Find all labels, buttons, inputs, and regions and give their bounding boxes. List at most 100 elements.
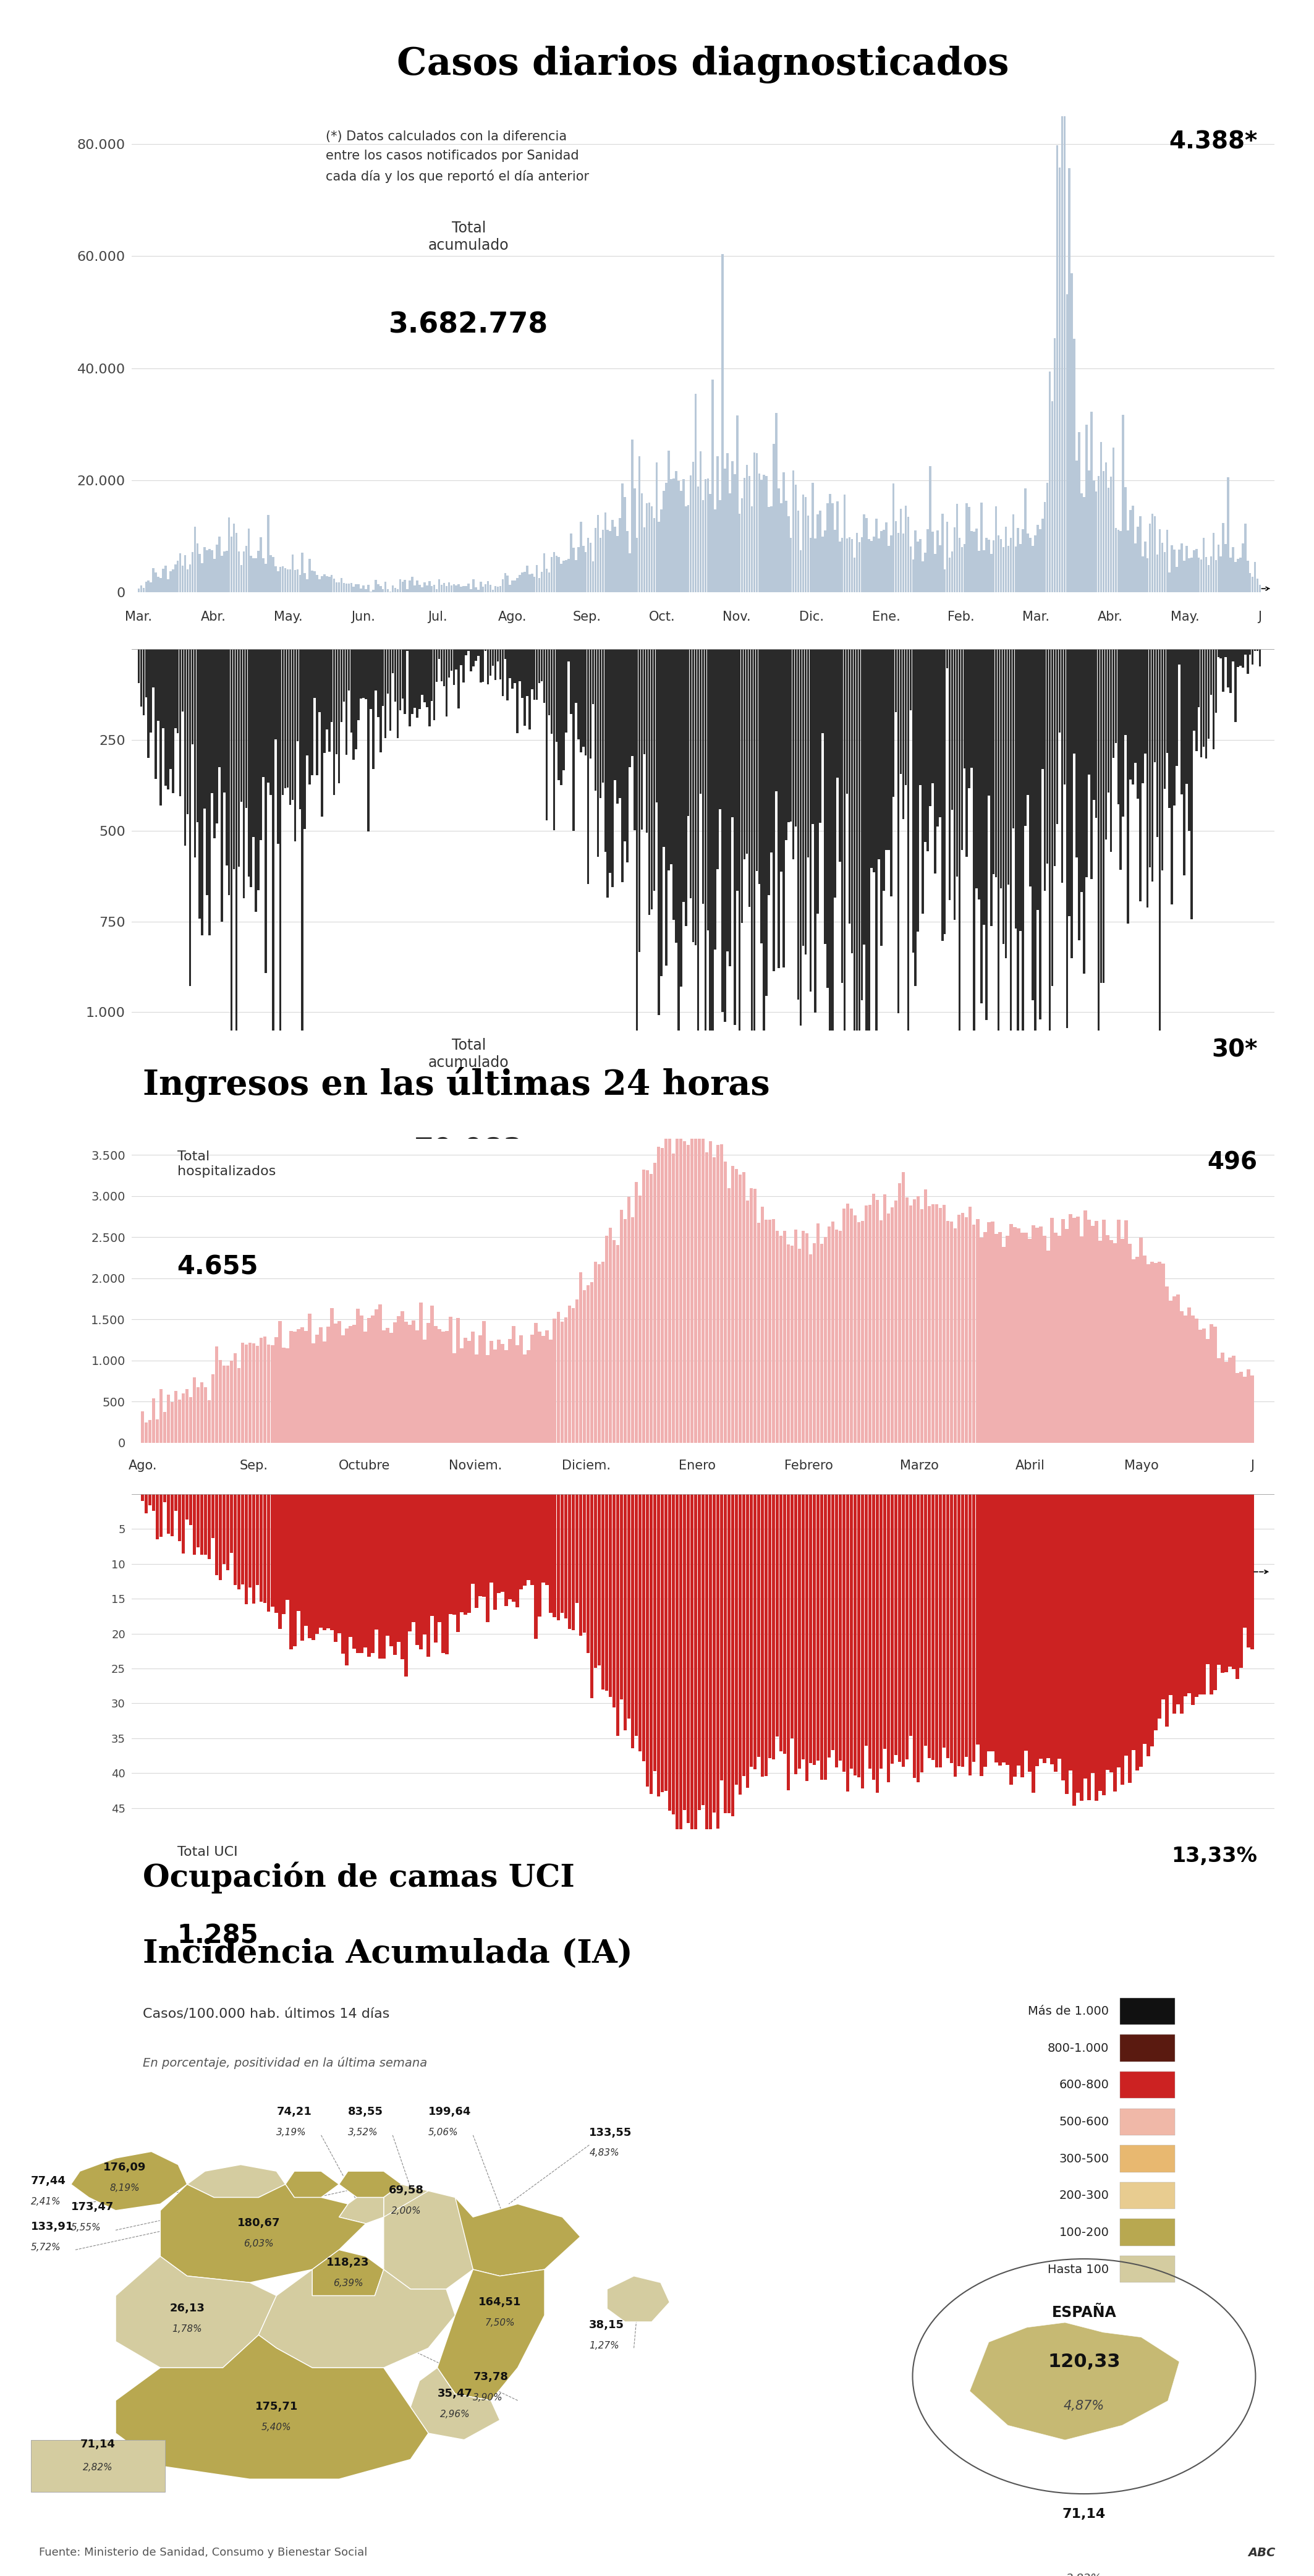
Bar <box>941 649 943 940</box>
Bar <box>1239 1373 1243 1443</box>
Bar <box>1022 528 1024 592</box>
Text: Mar.: Mar. <box>1022 611 1050 623</box>
Bar <box>1056 144 1058 592</box>
Text: 77,44: 77,44 <box>30 2174 66 2187</box>
Bar <box>297 1494 300 1610</box>
Bar <box>1013 1226 1017 1443</box>
Bar <box>794 1229 798 1443</box>
Bar <box>497 587 499 592</box>
Bar <box>1035 1229 1038 1443</box>
Bar <box>175 649 176 729</box>
Bar <box>1206 1494 1209 1664</box>
Bar <box>1131 1494 1135 1749</box>
Bar <box>304 649 306 829</box>
Bar <box>866 518 867 592</box>
Bar <box>445 649 448 716</box>
Bar <box>1125 649 1126 734</box>
Bar <box>283 1347 285 1443</box>
Bar <box>790 649 792 822</box>
Text: Nov.: Nov. <box>723 611 750 623</box>
Bar <box>1031 649 1034 999</box>
Bar <box>360 649 363 698</box>
Bar <box>1210 649 1213 696</box>
Bar <box>1217 544 1219 592</box>
Bar <box>926 528 929 592</box>
Bar <box>1198 556 1200 592</box>
Bar <box>226 649 227 866</box>
Bar <box>817 515 819 592</box>
Bar <box>562 562 565 592</box>
Bar <box>1071 273 1074 592</box>
Bar <box>1024 1234 1028 1443</box>
Bar <box>761 479 762 592</box>
Bar <box>661 1149 664 1443</box>
Bar <box>509 649 511 677</box>
Bar <box>1208 564 1210 592</box>
Bar <box>163 1412 167 1443</box>
Bar <box>999 1231 1001 1443</box>
Bar <box>463 587 465 592</box>
Bar <box>1244 523 1247 592</box>
Bar <box>255 649 258 912</box>
Bar <box>162 569 164 592</box>
Bar <box>746 464 748 592</box>
Bar <box>1129 1244 1131 1443</box>
Bar <box>855 649 858 1888</box>
Bar <box>1077 433 1080 592</box>
Bar <box>548 649 551 716</box>
Bar <box>707 479 710 592</box>
Bar <box>728 1494 731 1814</box>
Bar <box>304 1332 307 1443</box>
Bar <box>218 649 221 768</box>
Bar <box>1185 546 1188 592</box>
Bar <box>192 551 193 592</box>
Bar <box>463 649 465 683</box>
Bar <box>783 1231 786 1443</box>
Bar <box>712 649 714 1121</box>
Bar <box>968 507 970 592</box>
Text: 164,51: 164,51 <box>478 2295 522 2308</box>
Text: 3,52%: 3,52% <box>348 2128 378 2138</box>
Bar <box>1144 541 1146 592</box>
Bar <box>247 528 250 592</box>
Bar <box>1256 580 1259 592</box>
Bar <box>311 1342 315 1443</box>
Bar <box>961 546 963 592</box>
Bar <box>891 1494 894 1765</box>
Bar <box>816 1224 820 1443</box>
Bar <box>1095 1494 1099 1801</box>
Bar <box>1025 649 1026 827</box>
Bar <box>900 649 901 773</box>
Bar <box>1235 1494 1239 1680</box>
Bar <box>505 649 506 659</box>
Bar <box>1005 1494 1009 1765</box>
Bar <box>1005 526 1007 592</box>
Polygon shape <box>339 2197 384 2223</box>
Bar <box>972 1224 975 1443</box>
Bar <box>1066 294 1068 592</box>
Bar <box>1198 649 1200 708</box>
Bar <box>1046 1252 1050 1443</box>
Bar <box>378 1303 382 1443</box>
Bar <box>851 649 853 953</box>
Bar <box>545 1329 549 1443</box>
Bar <box>832 649 833 1193</box>
Bar <box>158 577 159 592</box>
Bar <box>616 1244 619 1443</box>
Bar <box>502 649 503 696</box>
Bar <box>522 649 523 698</box>
Bar <box>850 1208 853 1443</box>
Bar <box>397 590 398 592</box>
Bar <box>206 551 208 592</box>
Bar <box>687 649 690 817</box>
Bar <box>1059 167 1060 592</box>
Bar <box>664 1494 668 1790</box>
Text: 600-800: 600-800 <box>1059 2079 1109 2092</box>
Bar <box>403 649 406 714</box>
Bar <box>240 1342 244 1443</box>
Bar <box>208 1401 212 1443</box>
Bar <box>1236 559 1239 592</box>
Bar <box>653 518 656 592</box>
Bar <box>841 649 844 984</box>
Bar <box>406 590 409 592</box>
